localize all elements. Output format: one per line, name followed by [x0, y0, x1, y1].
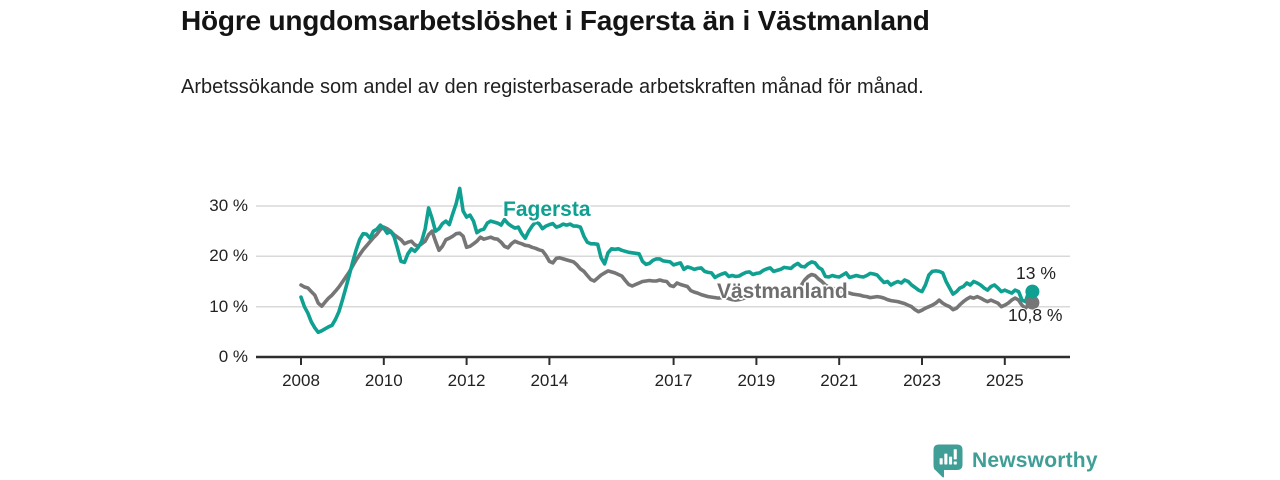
y-tick-label: 10 %: [209, 296, 248, 316]
vastmanland-end-value-label: 10,8 %: [1008, 305, 1063, 325]
västmanland-end-dot: [1025, 295, 1040, 310]
x-tick-label: 2010: [364, 371, 403, 390]
y-tick-label: 30 %: [209, 196, 248, 215]
x-tick-label: 2014: [530, 371, 569, 390]
newsworthy-logo-text: Newsworthy: [972, 449, 1098, 472]
fagersta-series-label: Fagersta: [503, 198, 591, 221]
newsworthy-logo-icon: [933, 444, 963, 478]
x-tick-label: 2019: [737, 371, 776, 390]
fagersta-end-dot: [1025, 284, 1040, 299]
x-tick-label: 2012: [447, 371, 486, 390]
y-tick-label: 0 %: [218, 347, 248, 366]
x-tick-label: 2008: [282, 371, 320, 390]
x-tick-label: 2021: [820, 371, 859, 390]
x-tick-label: 2017: [654, 371, 693, 390]
x-tick-label: 2023: [903, 371, 941, 390]
x-tick-label: 2025: [985, 371, 1024, 390]
chart-subtitle: Arbetssökande som andel av den registerb…: [181, 76, 924, 98]
newsworthy-brand: Newsworthy: [933, 444, 1098, 478]
vastmanland-series-label: Västmanland: [717, 280, 848, 303]
chart-title: Högre ungdomsarbetslöshet i Fagersta än …: [181, 5, 930, 36]
västmanland-line: [299, 225, 1035, 314]
fagersta-end-value-label: 13 %: [1016, 263, 1056, 283]
fagersta-line: [299, 186, 1035, 335]
y-tick-label: 20 %: [209, 246, 248, 266]
